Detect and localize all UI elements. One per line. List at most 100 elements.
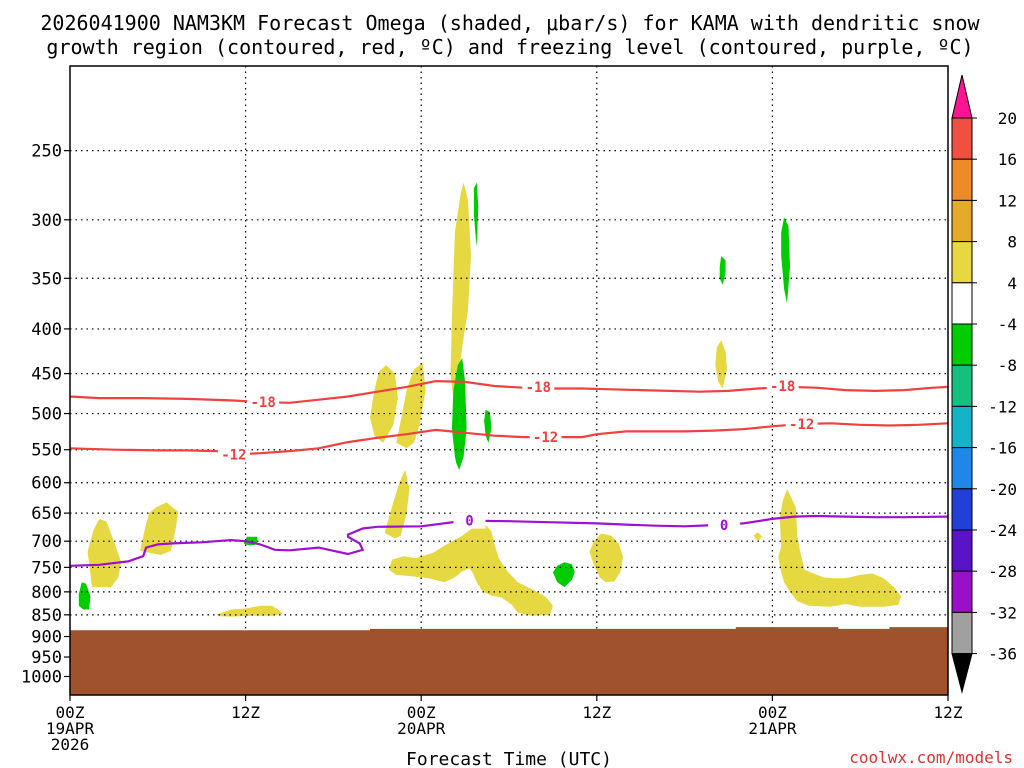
- ground-terrain: [70, 627, 948, 695]
- contour-label-dgz-minus-18: -18: [251, 395, 276, 411]
- colorbar-segment: [951, 364, 973, 407]
- colorbar-label: 4: [1007, 274, 1017, 293]
- y-tick-label: 700: [31, 532, 62, 552]
- colorbar-label: -4: [998, 315, 1017, 334]
- y-tick-label: 300: [31, 211, 62, 231]
- contour-label-freezing-level-0: 0: [465, 514, 473, 530]
- omega-region-yellow-f: [384, 469, 410, 539]
- x-axis-label: Forecast Time (UTC): [406, 749, 612, 768]
- contour-label-bg-dgz-minus-18: [766, 378, 799, 395]
- colorbar-segment-top: [951, 74, 973, 119]
- y-tick-label: 600: [31, 474, 62, 494]
- colorbar-segment: [951, 158, 973, 201]
- colorbar-segment: [951, 611, 973, 655]
- contour-label-bg-dgz-minus-12: [529, 429, 562, 446]
- omega-region-yellow-j: [715, 340, 727, 389]
- x-tick-label: 20APR: [397, 719, 446, 738]
- colorbar-label: -28: [988, 562, 1017, 581]
- colorbar-label: -32: [988, 603, 1017, 622]
- contour-freezing-level-0: [69, 514, 949, 567]
- colorbar-label: -16: [988, 439, 1017, 458]
- contour-label-dgz-minus-12: -12: [789, 417, 814, 433]
- colorbar-label: 8: [1007, 233, 1017, 252]
- colorbar-segment: [951, 241, 973, 284]
- colorbar-segment-bottom: [951, 653, 973, 694]
- y-tick-label: 250: [31, 142, 62, 162]
- colorbar-segment: [951, 447, 973, 490]
- omega-region-yellow-d: [370, 365, 398, 443]
- y-tick-label: 450: [31, 365, 62, 385]
- colorbar-label: 20: [998, 109, 1017, 128]
- y-tick-label: 900: [31, 628, 62, 648]
- y-tick-label: 1000: [21, 667, 62, 687]
- y-tick-label: 550: [31, 441, 62, 461]
- y-tick-label: 350: [31, 269, 62, 289]
- contour-label-dgz-minus-12: -12: [221, 448, 246, 464]
- x-tick-label: 00Z: [758, 703, 787, 722]
- contour-label-bg-dgz-minus-12: [785, 416, 818, 433]
- omega-region-green-h: [781, 217, 790, 304]
- omega-region-green-c: [451, 358, 467, 470]
- omega-region-green-d: [473, 182, 479, 247]
- x-tick-label: 19APR: [46, 719, 95, 738]
- contour-label-bg-dgz-minus-18: [522, 378, 555, 395]
- colorbar-segment: [951, 117, 973, 160]
- contour-label-dgz-minus-18: -18: [770, 379, 795, 395]
- omega-region-green-g: [719, 256, 726, 285]
- colorbar-segment: [951, 323, 973, 366]
- x-tick-label: 00Z: [56, 703, 85, 722]
- colorbar-label: -12: [988, 397, 1017, 416]
- contour-label-dgz-minus-18: -18: [526, 380, 551, 396]
- omega-region-yellow-l: [778, 489, 902, 607]
- omega-region-green-f: [552, 562, 575, 588]
- omega-region-yellow-g: [450, 182, 471, 399]
- omega-region-yellow-k: [753, 532, 763, 542]
- x-tick-label: 12Z: [231, 703, 260, 722]
- colorbar-segment: [951, 405, 973, 449]
- colorbar-label: 12: [998, 191, 1017, 210]
- omega-region-yellow-i: [589, 533, 624, 583]
- y-tick-label: 850: [31, 606, 62, 626]
- y-tick-label: 500: [31, 405, 62, 425]
- colorbar-segment: [951, 529, 973, 572]
- colorbar-label: -24: [988, 521, 1017, 540]
- omega-region-yellow-h: [389, 523, 553, 616]
- omega-region-green-a: [78, 582, 91, 610]
- x-tick-label: 00Z: [407, 703, 436, 722]
- pressure-axis: 2503003504004505005506006507007508008509…: [21, 142, 70, 687]
- omega-region-yellow-c: [216, 605, 283, 617]
- y-tick-label: 400: [31, 320, 62, 340]
- colorbar-label: -20: [988, 480, 1017, 499]
- colorbar-label: -36: [988, 645, 1017, 664]
- x-tick-label: 2026: [51, 735, 90, 754]
- chart-title-line2: growth region (contoured, red, ºC) and f…: [46, 35, 973, 59]
- watermark: coolwx.com/models: [849, 748, 1013, 767]
- x-tick-label: 12Z: [582, 703, 611, 722]
- contour-label-bg-freezing-level-0: [708, 517, 741, 534]
- x-tick-label: 21APR: [748, 719, 797, 738]
- colorbar-segment: [951, 282, 973, 325]
- contour-label-bg-dgz-minus-12: [217, 446, 250, 463]
- omega-colorbar: 20 16 12 8 4 -4 -8 -12 -16 -20 -24 -28 -32 -36: [951, 74, 1017, 694]
- contour-label-freezing-level-0: 0: [720, 518, 728, 534]
- plot-frame: [69, 65, 949, 696]
- y-tick-label: 800: [31, 583, 62, 603]
- x-tick-label: 12Z: [934, 703, 963, 722]
- y-tick-label: 650: [31, 504, 62, 524]
- contour-label-dgz-minus-12: -12: [533, 430, 558, 446]
- y-tick-label: 750: [31, 558, 62, 578]
- colorbar-label: -8: [998, 356, 1017, 375]
- omega-region-yellow-a: [87, 518, 122, 588]
- chart-title-line1: 2026041900 NAM3KM Forecast Omega (shaded…: [40, 11, 980, 35]
- contour-label-bg-dgz-minus-18: [247, 394, 280, 411]
- omega-region-yellow-b: [140, 502, 179, 555]
- colorbar-segment: [951, 199, 973, 243]
- colorbar-label: 16: [998, 150, 1017, 169]
- plot-area: -18 -18 -18 -12 -12 -12 0 0: [69, 65, 949, 696]
- colorbar-segment: [951, 570, 973, 613]
- y-tick-label: 950: [31, 648, 62, 668]
- colorbar-segment: [951, 488, 973, 531]
- contour-label-bg-freezing-level-0: [453, 512, 486, 529]
